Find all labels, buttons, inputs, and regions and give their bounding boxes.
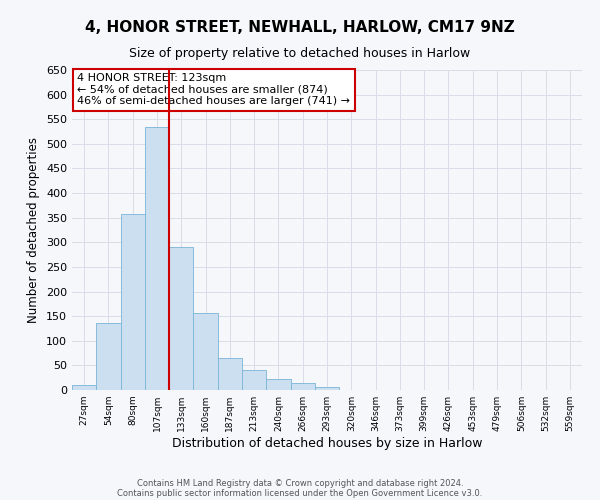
- Text: Contains public sector information licensed under the Open Government Licence v3: Contains public sector information licen…: [118, 488, 482, 498]
- X-axis label: Distribution of detached houses by size in Harlow: Distribution of detached houses by size …: [172, 437, 482, 450]
- Bar: [242, 370, 266, 390]
- Bar: [169, 247, 193, 390]
- Bar: [145, 126, 169, 390]
- Text: 4 HONOR STREET: 123sqm
← 54% of detached houses are smaller (874)
46% of semi-de: 4 HONOR STREET: 123sqm ← 54% of detached…: [77, 73, 350, 106]
- Bar: [193, 312, 218, 390]
- Text: Contains HM Land Registry data © Crown copyright and database right 2024.: Contains HM Land Registry data © Crown c…: [137, 478, 463, 488]
- Bar: [121, 214, 145, 390]
- Text: Size of property relative to detached houses in Harlow: Size of property relative to detached ho…: [130, 48, 470, 60]
- Text: 4, HONOR STREET, NEWHALL, HARLOW, CM17 9NZ: 4, HONOR STREET, NEWHALL, HARLOW, CM17 9…: [85, 20, 515, 35]
- Y-axis label: Number of detached properties: Number of detached properties: [28, 137, 40, 323]
- Bar: [266, 379, 290, 390]
- Bar: [72, 385, 96, 390]
- Bar: [96, 322, 121, 390]
- Bar: [315, 386, 339, 390]
- Bar: [218, 358, 242, 390]
- Bar: [290, 382, 315, 390]
